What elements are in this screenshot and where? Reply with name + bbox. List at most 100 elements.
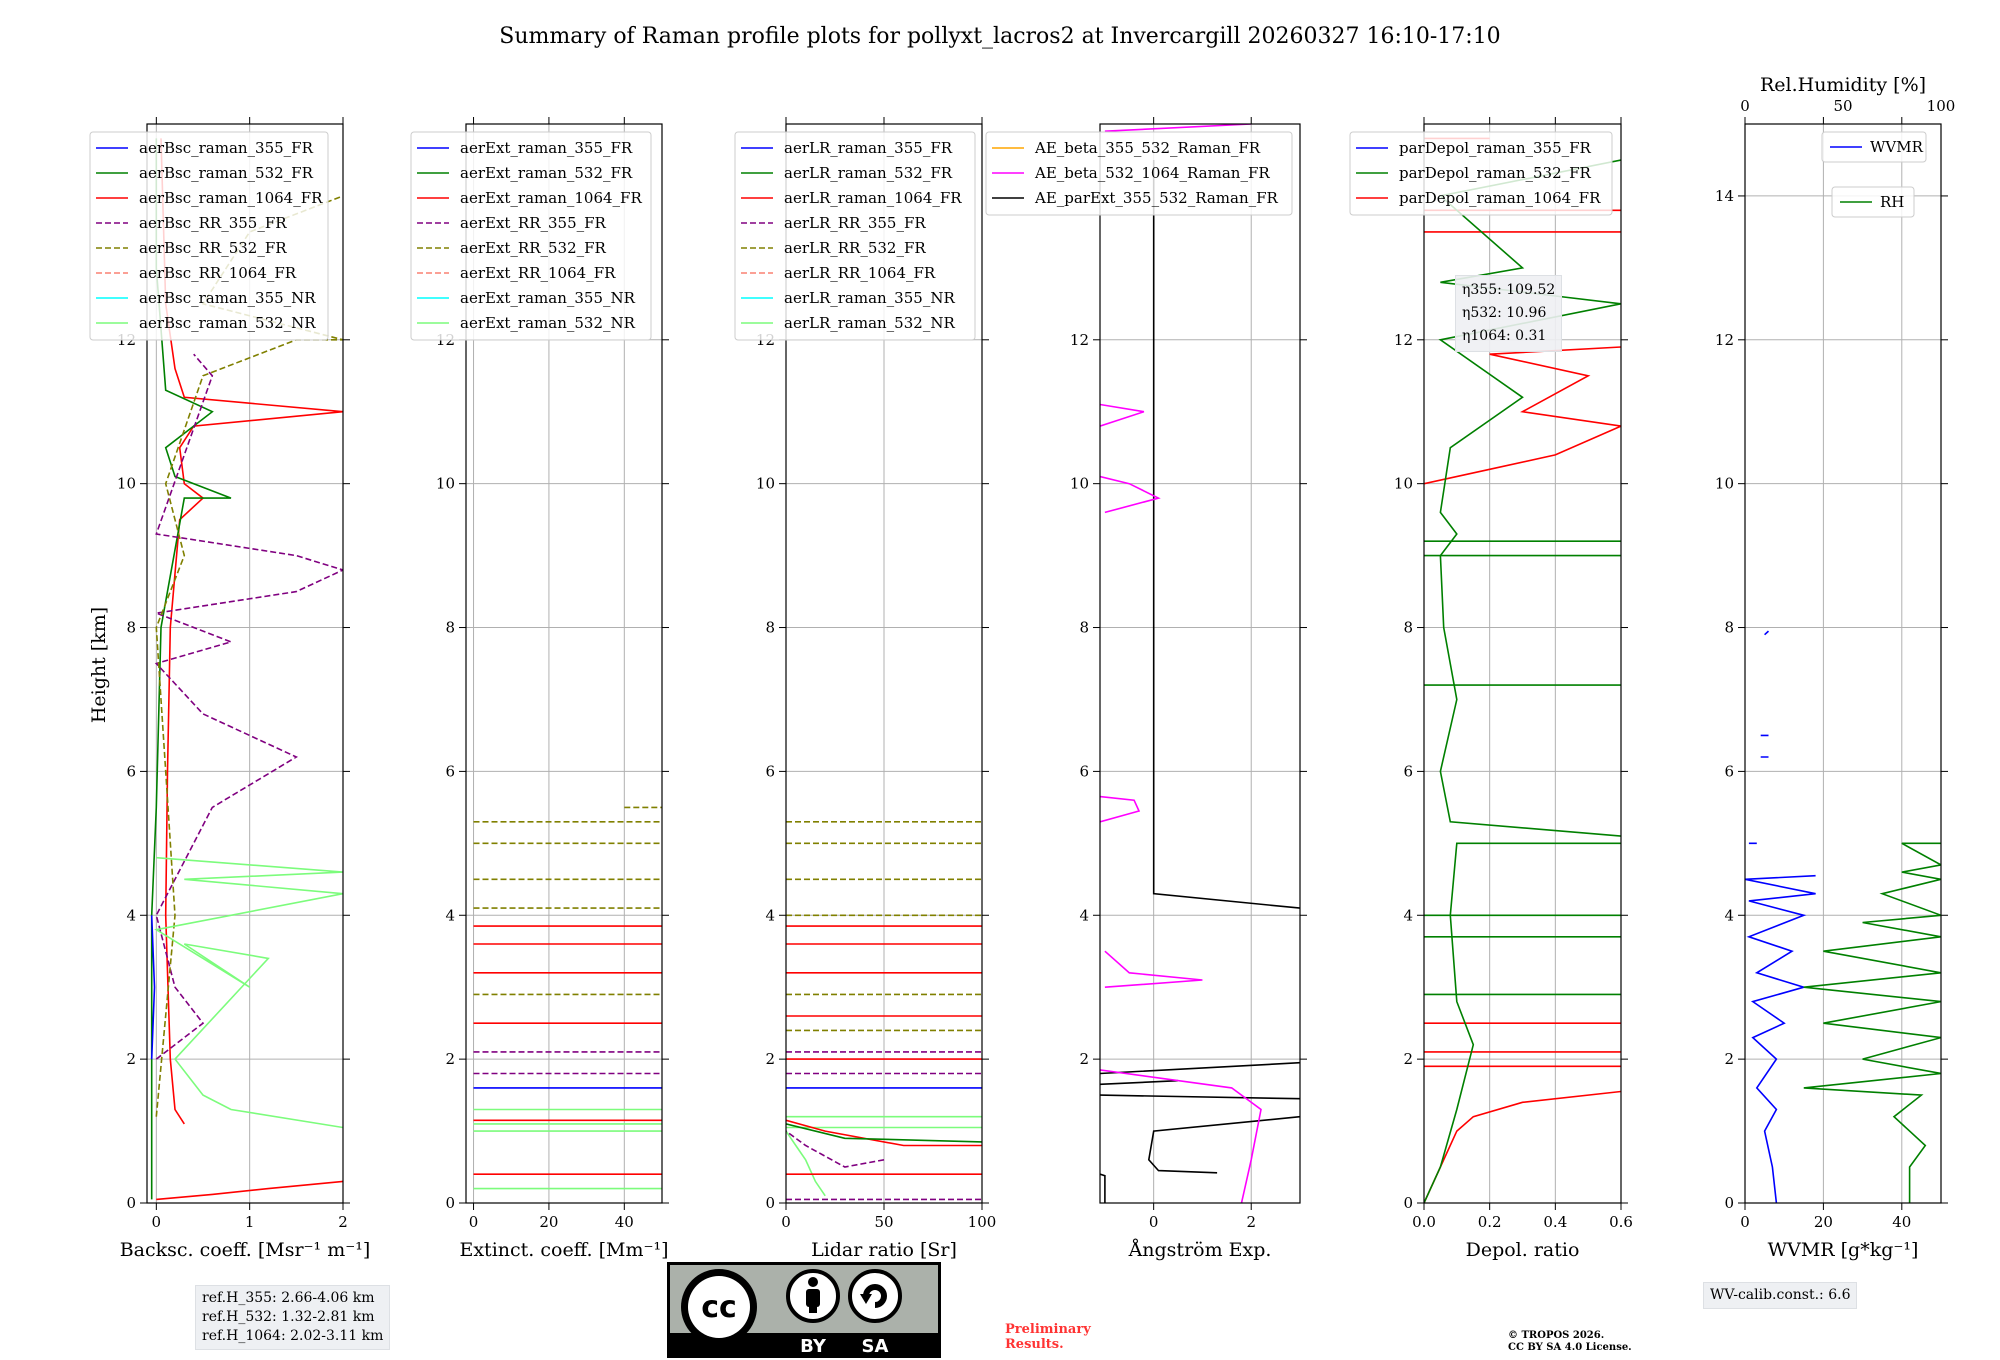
wv-calib-text: WV-calib.const.: 6.6 [1710,1287,1851,1303]
y-tick-label: 14 [1715,187,1734,205]
cc-license-badge: cc BY SA [667,1262,941,1358]
axes-frame [1099,123,1301,1204]
legend-label: aerBsc_raman_532_FR [139,164,314,182]
y-tick-label: 4 [1724,906,1734,924]
y-tick-label: 2 [765,1050,775,1068]
y-tick-label: 10 [1715,475,1734,493]
x-tick-label: 40 [615,1213,634,1231]
x-tick-label: 2 [338,1213,348,1231]
panel-bsc: 012024681012Backsc. coeff. [Msr⁻¹ m⁻¹]ae… [89,117,370,1261]
cc-logo-text: cc [701,1290,737,1325]
top-x-tick-label: 50 [1833,97,1852,115]
y-tick-label: 6 [1403,762,1413,780]
axes-frame [1423,123,1622,1204]
x-tick-label: 20 [539,1213,558,1231]
legend-label: aerBsc_raman_355_FR [139,139,314,157]
series-aerBsc_RR_355_FR [153,353,343,1060]
y-tick-label: 2 [445,1050,455,1068]
x-tick-label: 20 [1814,1213,1833,1231]
preliminary-note: Preliminary Results. [1005,1322,1091,1352]
sa-label: SA [862,1336,889,1357]
series-aerLR_raman_532_NR [786,1115,982,1197]
legend-label: AE_beta_355_532_Raman_FR [1034,139,1261,157]
legend-label: aerLR_RR_1064_FR [784,264,936,282]
top-x-tick-label: 0 [1740,97,1750,115]
y-tick-label: 12 [1394,331,1413,349]
legend-label: aerBsc_raman_532_NR [139,314,316,332]
y-tick-label: 6 [1724,762,1734,780]
legend-box [1349,131,1613,216]
y-tick-label: 4 [1079,906,1089,924]
copyright-note: © TROPOS 2026. CC BY SA 4.0 License. [1508,1330,1632,1354]
series-aerExt_RR_355_FR [473,1051,662,1075]
legend-label: aerLR_RR_532_FR [784,239,926,257]
legend-label: aerLR_RR_355_FR [784,214,926,232]
y-tick-label: 2 [126,1050,136,1068]
x-tick-label: 0.0 [1412,1213,1436,1231]
legend-lr: aerLR_raman_355_FR aerLR_raman_532_FR aerL… [734,131,976,341]
legend-ext: aerExt_raman_355_FR aerExt_raman_532_FRae… [410,131,652,341]
x-tick-label: 0.2 [1478,1213,1502,1231]
legend-label: aerLR_raman_532_NR [784,314,955,332]
legend-depol: parDepol_raman_355_FR parDepol_raman_532_… [1349,131,1613,216]
legend-label: aerBsc_RR_532_FR [139,239,287,257]
series-group [150,138,343,1201]
series-group [1100,124,1300,1203]
sa-icon [848,1269,902,1323]
y-tick-label: 2 [1403,1050,1413,1068]
x-tick-label: 0.6 [1609,1213,1633,1231]
legend-label: parDepol_raman_355_FR [1399,139,1592,157]
x-tick-label: 40 [1892,1213,1911,1231]
legend-label: parDepol_raman_1064_FR [1399,189,1601,207]
top-x-tick-label: 100 [1927,97,1956,115]
copyright-line1: © TROPOS 2026. [1508,1330,1605,1341]
x-tick-label: 0.4 [1543,1213,1567,1231]
by-label: BY [800,1336,827,1357]
legend-label: aerLR_raman_532_FR [784,164,953,182]
series-AE_beta_532_1064_Raman_FR [1100,124,1262,1203]
y-tick-label: 6 [126,762,136,780]
eta-1064: η1064: 0.31 [1462,328,1547,344]
top-x-axis-label: Rel.Humidity [%] [1760,74,1926,96]
panel-wv: 0 20 40 0 2 4 6 8 10 12 14 WVMR [g*kg⁻¹] 0 50 100Rel.H… [1715,74,1955,1261]
panel-depol: 0.0 0.2 0.4 0.6 0 2 4 6 8 10 12 Depol. ratio parDepo… [1349,117,1633,1261]
x-axis-label-wv: WVMR [g*kg⁻¹] [1768,1239,1919,1261]
legend-label: AE_parExt_355_532_Raman_FR [1034,189,1279,207]
y-tick-label: 2 [1079,1050,1089,1068]
axes-frame [146,123,344,1204]
copyright-line2: CC BY SA 4.0 License. [1508,1342,1632,1353]
y-tick-label: 10 [1394,475,1413,493]
legend-box [985,131,1293,216]
legend-label: aerBsc_RR_355_FR [139,214,287,232]
series-aerBsc_raman_355_FR [150,915,156,1060]
legend-label: aerBsc_raman_1064_FR [139,189,323,207]
y-tick-label: 12 [1715,331,1734,349]
panel-ae: 0 2 2 4 6 8 10 12 Ångström Exp. AE_beta_355_532_R… [985,117,1307,1261]
y-tick-label: 0 [1724,1194,1734,1212]
eta-532: η532: 10.96 [1462,305,1547,321]
legend-label: aerExt_RR_1064_FR [460,264,616,282]
y-tick-label: 10 [117,475,136,493]
series-WVMR [1745,630,1816,1203]
y-tick-label: 0 [126,1194,136,1212]
preliminary-line1: Preliminary [1005,1322,1091,1337]
y-tick-label: 12 [1070,331,1089,349]
series-RH [1803,842,1941,1203]
legend-label: aerExt_raman_355_NR [460,289,636,307]
y-tick-label: 0 [445,1194,455,1212]
x-tick-label: 0 [781,1213,791,1231]
x-tick-label: 1 [245,1213,255,1231]
y-tick-label: 8 [126,619,136,637]
y-tick-label: 10 [1070,475,1089,493]
series-aerBsc_raman_532_FR [150,138,232,1200]
x-tick-label: 0 [1740,1213,1750,1231]
ref-heights-box: ref.H_355: 2.66-4.06 km ref.H_532: 1.32-… [195,1285,391,1350]
legend-wv: WVMR RH [1821,131,1927,218]
y-tick-label: 4 [1403,906,1413,924]
series-aerExt_RR_532_FR [473,806,662,996]
x-tick-label: 0 [1149,1213,1159,1231]
y-tick-label: 8 [445,619,455,637]
legend-label: aerLR_raman_355_FR [784,139,953,157]
y-tick-label: 0 [1403,1194,1413,1212]
legend-label: aerBsc_raman_355_NR [139,289,316,307]
